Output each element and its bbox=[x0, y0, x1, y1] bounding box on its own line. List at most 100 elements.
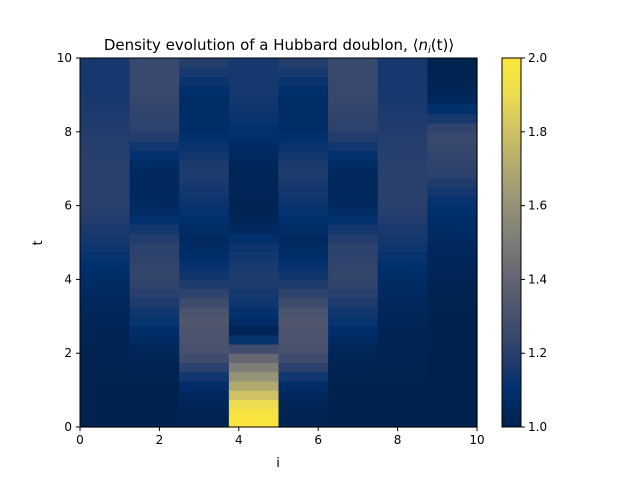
heatmap-cell bbox=[80, 58, 131, 68]
x-tick-label: 4 bbox=[235, 433, 243, 447]
heatmap-cell bbox=[427, 168, 478, 179]
heatmap-cell bbox=[278, 297, 329, 308]
heatmap-cell bbox=[80, 362, 131, 373]
heatmap-cell bbox=[80, 94, 131, 105]
heatmap-cell bbox=[377, 122, 428, 133]
heatmap-cell bbox=[228, 67, 280, 78]
heatmap-cell bbox=[278, 380, 329, 391]
heatmap-cell bbox=[129, 122, 180, 133]
heatmap-cell bbox=[80, 150, 131, 161]
heatmap-cell bbox=[377, 177, 428, 188]
heatmap-cell bbox=[80, 288, 131, 299]
heatmap-cell bbox=[377, 270, 428, 280]
heatmap-cell bbox=[328, 159, 379, 170]
heatmap-cell bbox=[328, 67, 379, 78]
heatmap-cell bbox=[80, 390, 131, 400]
heatmap-cell bbox=[328, 408, 379, 419]
heatmap-cell bbox=[278, 141, 329, 151]
heatmap-cell bbox=[179, 94, 230, 105]
heatmap-cell bbox=[328, 334, 379, 345]
heatmap-cell bbox=[377, 141, 428, 151]
heatmap-cell bbox=[427, 288, 478, 299]
heatmap-cell bbox=[427, 177, 478, 188]
heatmap-cell bbox=[80, 159, 131, 170]
heatmap-cell bbox=[129, 214, 180, 225]
heatmap-cell bbox=[328, 141, 379, 151]
heatmap-cell bbox=[427, 141, 478, 151]
heatmap-cell bbox=[377, 362, 428, 373]
colorbar-tick-label: 1.6 bbox=[528, 199, 547, 213]
heatmap-cell bbox=[179, 353, 230, 364]
heatmap-cell bbox=[427, 85, 478, 96]
heatmap-cell bbox=[377, 131, 428, 142]
heatmap-cell bbox=[377, 94, 428, 105]
heatmap-cell bbox=[228, 58, 280, 68]
heatmap-cell bbox=[328, 325, 379, 336]
heatmap-cell bbox=[129, 417, 180, 428]
heatmap-cell bbox=[278, 316, 329, 327]
heatmap-cell bbox=[278, 417, 329, 428]
heatmap-cell bbox=[377, 288, 428, 299]
heatmap-cell bbox=[80, 307, 131, 317]
heatmap-cell bbox=[129, 307, 180, 317]
heatmap-cell bbox=[228, 177, 280, 188]
heatmap-cell bbox=[328, 131, 379, 142]
heatmap-cell bbox=[228, 76, 280, 87]
heatmap-cell bbox=[80, 399, 131, 410]
heatmap-cell bbox=[179, 371, 230, 382]
heatmap-cell bbox=[129, 353, 180, 364]
y-tick-label: 0 bbox=[64, 420, 72, 434]
x-tick-label: 10 bbox=[469, 433, 484, 447]
heatmap-cell bbox=[278, 399, 329, 410]
heatmap-cell bbox=[179, 177, 230, 188]
heatmap-cell bbox=[377, 168, 428, 179]
heatmap-cell bbox=[377, 297, 428, 308]
heatmap-cell bbox=[228, 94, 280, 105]
heatmap-cell bbox=[179, 233, 230, 244]
heatmap-cell bbox=[427, 214, 478, 225]
heatmap-cell bbox=[278, 159, 329, 170]
heatmap-cell bbox=[179, 150, 230, 161]
heatmap-cell bbox=[328, 353, 379, 364]
heatmap-cell bbox=[80, 85, 131, 96]
heatmap-cell bbox=[377, 417, 428, 428]
heatmap-cell bbox=[129, 408, 180, 419]
heatmap-cell bbox=[228, 122, 280, 133]
heatmap-cell bbox=[80, 334, 131, 345]
heatmap-cell bbox=[278, 270, 329, 280]
heatmap-cell bbox=[80, 260, 131, 271]
heatmap-cell bbox=[129, 251, 180, 262]
y-tick-label: 4 bbox=[64, 272, 72, 286]
heatmap-cell bbox=[328, 122, 379, 133]
heatmap-cell bbox=[179, 104, 230, 114]
heatmap-cell bbox=[377, 353, 428, 364]
heatmap-cell bbox=[228, 408, 280, 419]
heatmap-cell bbox=[228, 260, 280, 271]
heatmap-cell bbox=[80, 177, 131, 188]
heatmap-cell bbox=[80, 187, 131, 197]
heatmap-cell bbox=[80, 141, 131, 151]
heatmap-cell bbox=[427, 353, 478, 364]
heatmap-cell bbox=[278, 58, 329, 68]
heatmap-cell bbox=[228, 159, 280, 170]
heatmap-cell bbox=[228, 205, 280, 216]
heatmap-cell bbox=[328, 288, 379, 299]
heatmap-cell bbox=[129, 260, 180, 271]
heatmap-cell bbox=[278, 224, 329, 234]
heatmap-cell bbox=[179, 270, 230, 280]
heatmap-cell bbox=[179, 141, 230, 151]
heatmap-cell bbox=[427, 76, 478, 87]
heatmap-cell bbox=[129, 67, 180, 78]
heatmap-cell bbox=[328, 297, 379, 308]
y-axis-label: t bbox=[31, 240, 46, 245]
heatmap-cell bbox=[427, 224, 478, 234]
heatmap-cell bbox=[179, 205, 230, 216]
heatmap-cell bbox=[129, 187, 180, 197]
plot-frame bbox=[79, 57, 478, 428]
heatmap-cell bbox=[80, 316, 131, 327]
heatmap-cell bbox=[228, 150, 280, 161]
heatmap-cell bbox=[228, 85, 280, 96]
heatmap-cell bbox=[427, 251, 478, 262]
heatmap-cell bbox=[129, 141, 180, 151]
